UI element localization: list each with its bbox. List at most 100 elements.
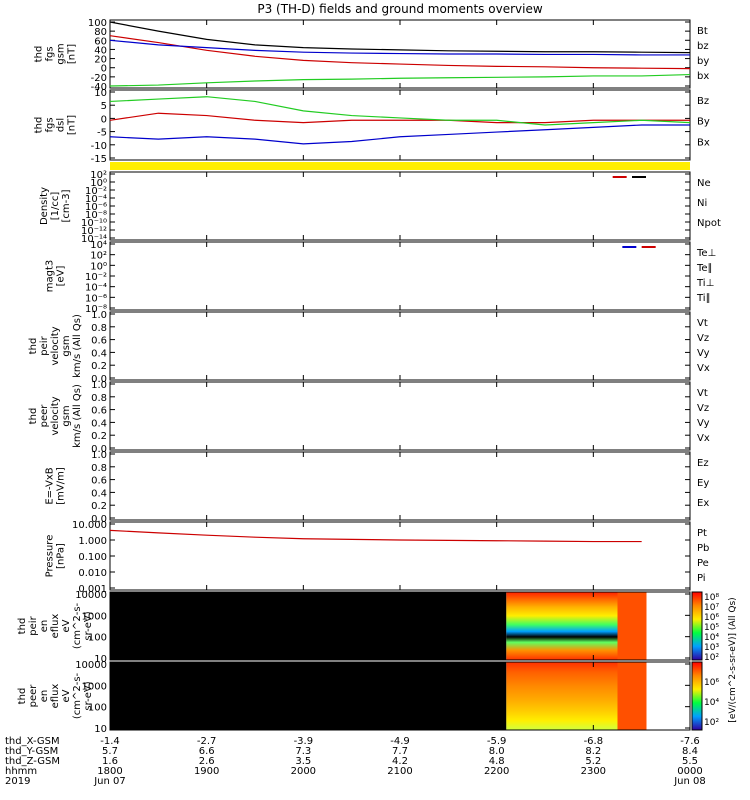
xaxis-value: 5.7 [102, 746, 118, 757]
legend-red: Ne [697, 178, 711, 189]
xaxis-value: 5.2 [585, 756, 601, 767]
xaxis-value: -5.9 [487, 736, 507, 747]
ytick-label: 10⁴ [90, 240, 107, 251]
ylabel-line: eV [61, 619, 72, 632]
ytick-label: 0.6 [91, 476, 107, 487]
ytick-label: 0.010 [78, 568, 107, 579]
xaxis-value: 3.5 [295, 756, 311, 767]
ylabel-line: eV [61, 689, 72, 702]
ytick-label: 10⁻¹² [81, 226, 107, 237]
ylabel-line: thd [34, 117, 45, 134]
ylabel-line: velocity [50, 326, 61, 365]
ytick-label: 10⁻¹⁰ [81, 218, 107, 229]
ytick-label: -20 [91, 73, 107, 84]
ylabel-line: peer [39, 404, 50, 428]
xaxis-value: 5.5 [682, 756, 698, 767]
ytick-label: 0.8 [91, 463, 107, 474]
ytick-label: -5 [97, 128, 107, 139]
legend-red: Ez [697, 458, 709, 469]
legend-red: Pb [697, 543, 709, 554]
panel-frame [109, 89, 691, 161]
series-By [109, 96, 691, 126]
panel-frame [109, 381, 691, 451]
series-Pb [109, 529, 642, 543]
ytick-label: 0.6 [91, 336, 107, 347]
ytick-label: 10 [94, 654, 107, 665]
xaxis-value: 2000 [291, 766, 316, 777]
colorbar-tick: 10² [704, 653, 719, 663]
series-Bx [109, 124, 690, 145]
series-Bz [109, 112, 690, 124]
ytick-label: 10000 [75, 660, 107, 671]
legend-blue: bx [697, 71, 709, 82]
legend-black: Vt [697, 318, 708, 329]
legend-green: Pe [697, 558, 709, 569]
legend-green: By [697, 117, 710, 128]
ylabel-line: [cm-3] [61, 189, 72, 222]
ylabel-line: Pressure [45, 535, 56, 578]
xaxis-row-label: 2019 [5, 776, 30, 787]
plot-title: P3 (TH-D) fields and ground moments over… [257, 2, 542, 16]
ytick-label: 0.0 [91, 444, 107, 455]
panel-peer_spec: thd peer en eflux eV (cm^2-s-sr-eV) 10000 1000 1… [17, 660, 691, 735]
legend-green: Ti∥ [696, 293, 711, 304]
ytick-label: 0.100 [78, 552, 107, 563]
ylabel-line: (cm^2-s- [72, 602, 83, 649]
xaxis-value: -6.8 [584, 736, 604, 747]
xaxis-value: 1900 [194, 766, 219, 777]
series-bx [109, 39, 690, 56]
ytick-label: 0.001 [78, 584, 107, 595]
xaxis-value: 0000 [677, 766, 702, 777]
xaxis-row-label: thd_X-GSM [5, 736, 60, 747]
ylabel-line: [nPa] [56, 543, 67, 569]
xaxis-value: -2.7 [197, 736, 217, 747]
ytick-label: 10⁻⁶ [85, 293, 107, 304]
panel-frame [109, 521, 691, 591]
series-Bt [109, 21, 691, 54]
ytick-label: 0.6 [91, 406, 107, 417]
ylabel-line: [nT] [67, 115, 78, 135]
ytick-label: 0.8 [91, 323, 107, 334]
ylabel-line: gsm [56, 43, 67, 64]
xaxis-value: 6.6 [199, 746, 215, 757]
ytick-label: 1.000 [78, 536, 107, 547]
legend-red: Vz [697, 403, 709, 414]
ylabel-line: sr-eV) [83, 611, 94, 640]
legend-blue: Vx [697, 433, 710, 444]
legend-green: Ey [697, 478, 709, 489]
xaxis-row-label: thd_Z-GSM [5, 756, 60, 767]
legend-blue: Bx [697, 137, 710, 148]
ylabel-line: dsl [56, 118, 67, 132]
ylabel-line: en [39, 690, 50, 703]
ytick-label: 1.0 [91, 310, 107, 321]
ylabel-line: gsm [61, 335, 72, 356]
ytick-label: 1000 [82, 611, 107, 622]
legend-green: Vy [697, 418, 710, 429]
ytick-label: -15 [91, 154, 107, 165]
ytick-label: 0.8 [91, 393, 107, 404]
ytick-label: 0.2 [91, 501, 107, 512]
ytick-label: 20 [94, 55, 107, 66]
ytick-label: 60 [94, 36, 107, 47]
ylabel-line: eflux [50, 684, 61, 709]
ytick-label: 100 [88, 703, 107, 714]
panel-ve: thd peer velocity gsm km/s (All Qs) 1.0 0.8 0.6… [28, 380, 710, 455]
colorbar-bar [691, 661, 703, 731]
ytick-label: 10 [94, 724, 107, 735]
ylabel-line: [1/cc] [50, 192, 61, 221]
spectrogram-data [506, 592, 618, 660]
colorbar-tick: 10⁶ [704, 678, 719, 688]
colorbar-tick: 10⁴ [704, 698, 719, 708]
ytick-label: 0.4 [91, 418, 107, 429]
spectrogram-gap [110, 662, 507, 730]
xaxis-value: 8.2 [585, 746, 601, 757]
ylabel-line: gsm [61, 405, 72, 426]
legend-blue: Vx [697, 363, 710, 374]
colorbar-tick: 10⁶ [704, 613, 719, 623]
xaxis-value: 2200 [484, 766, 509, 777]
ylabel-line: peir [28, 615, 39, 635]
ytick-label: 0.0 [91, 374, 107, 385]
